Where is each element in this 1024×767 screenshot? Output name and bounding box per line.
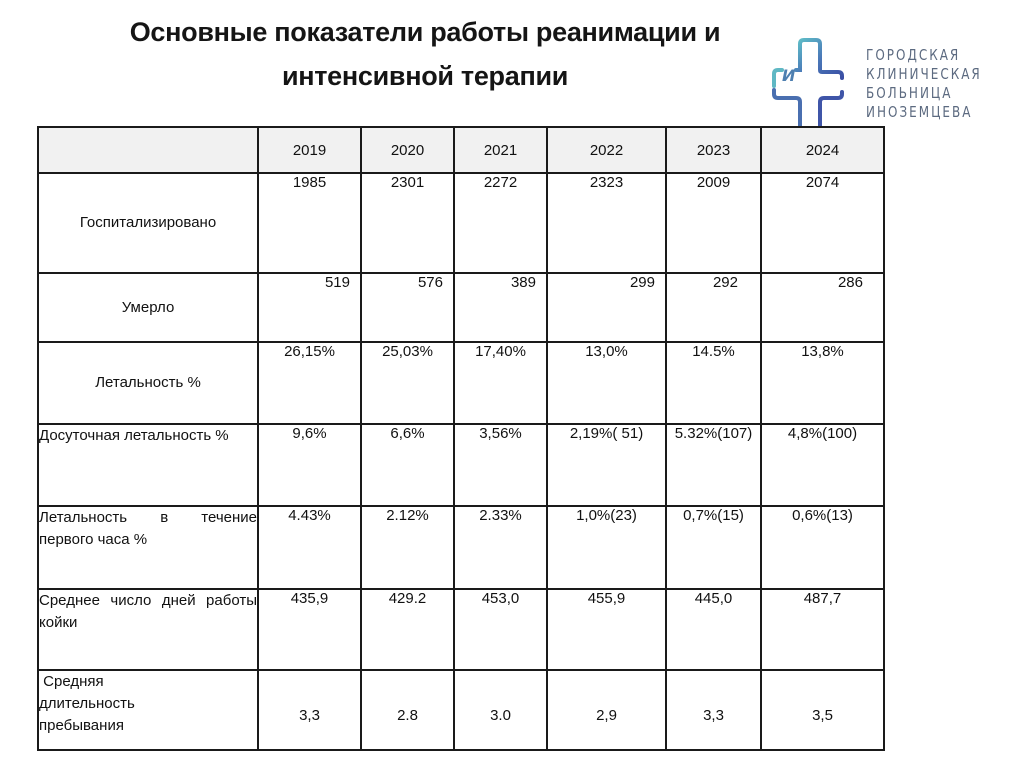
table-cell: 286 (760, 272, 885, 343)
table-cell: 299 (546, 272, 667, 343)
table-cell: 576 (360, 272, 455, 343)
table-cell: 2,9 (546, 669, 667, 751)
table-cell: 25,03% (360, 341, 455, 425)
page-title-line-2: интенсивной терапии (281, 61, 569, 91)
table-cell: 435,9 (257, 588, 362, 671)
table-cell: 2.12% (360, 505, 455, 590)
row-label: Госпитализировано (37, 172, 259, 274)
hospital-name-line: ИНОЗЕМЦЕВА (866, 103, 973, 121)
table-cell: 455,9 (546, 588, 667, 671)
table-cell: 13,8% (760, 341, 885, 425)
table-cell: 389 (453, 272, 548, 343)
hospital-name: ГОРОДСКАЯ КЛИНИЧЕСКАЯ БОЛЬНИЦА ИНОЗЕМЦЕВ… (866, 46, 982, 122)
row-label: Умерло (37, 272, 259, 343)
table-cell: 6,6% (360, 423, 455, 507)
svg-text:И: И (782, 66, 796, 85)
table-cell: 4.43% (257, 505, 362, 590)
table-cell: 0,7%(15) (665, 505, 762, 590)
table-cell: 5.32%(107) (665, 423, 762, 507)
table-row: Среднее число дней работы койки 435,9 42… (37, 588, 885, 671)
table-cell: 2272 (453, 172, 548, 274)
hospital-name-line: ГОРОДСКАЯ (866, 46, 961, 64)
hospital-logo: И ГОРОДСКАЯ КЛИНИЧЕСКАЯ БОЛЬНИЦА ИНОЗЕМЦ… (760, 38, 1000, 133)
medical-cross-logo-icon: И (772, 38, 844, 133)
table-cell: 2.33% (453, 505, 548, 590)
table-cell: 429.2 (360, 588, 455, 671)
table-cell: 17,40% (453, 341, 548, 425)
table-cell: 2301 (360, 172, 455, 274)
table-cell: 26,15% (257, 341, 362, 425)
header-cell-year: 2020 (360, 126, 455, 174)
table-cell: 2074 (760, 172, 885, 274)
row-label: Летальность % (37, 341, 259, 425)
table-cell: 3,3 (665, 669, 762, 751)
header-cell-year: 2021 (453, 126, 548, 174)
table-row: Средняя длительность пребывания 3,3 2.8 … (37, 669, 885, 751)
table-cell: 2323 (546, 172, 667, 274)
row-label: Летальность в течение первого часа % (37, 505, 259, 590)
table-cell: 453,0 (453, 588, 548, 671)
table-cell: 2009 (665, 172, 762, 274)
header-cell-year: 2022 (546, 126, 667, 174)
table-cell: 1985 (257, 172, 362, 274)
table-cell: 0,6%(13) (760, 505, 885, 590)
table-cell: 9,6% (257, 423, 362, 507)
page-title-line-1: Основные показатели работы реанимации и (129, 17, 721, 47)
table-row: Умерло 519 576 389 299 292 286 (37, 272, 885, 343)
page-title: Основные показатели работы реанимации и … (60, 10, 790, 98)
table-cell: 3,5 (760, 669, 885, 751)
table-cell: 13,0% (546, 341, 667, 425)
row-label: Досуточная летальность % (37, 423, 259, 507)
table-cell: 14.5% (665, 341, 762, 425)
table-cell: 519 (257, 272, 362, 343)
table-cell: 3,56% (453, 423, 548, 507)
table-cell: 3.0 (453, 669, 548, 751)
header-cell-year: 2023 (665, 126, 762, 174)
hospital-name-line: БОЛЬНИЦА (866, 84, 953, 102)
row-label: Среднее число дней работы койки (37, 588, 259, 671)
table-row: Досуточная летальность % 9,6% 6,6% 3,56%… (37, 423, 885, 507)
table-row: Летальность в течение первого часа % 4.4… (37, 505, 885, 590)
table-cell: 2,19%( 51) (546, 423, 667, 507)
header-cell-year: 2019 (257, 126, 362, 174)
table-row: Летальность % 26,15% 25,03% 17,40% 13,0%… (37, 341, 885, 425)
header-cell-empty (37, 126, 259, 174)
table-cell: 4,8%(100) (760, 423, 885, 507)
header-cell-year: 2024 (760, 126, 885, 174)
row-label: Средняя длительность пребывания (37, 669, 259, 751)
table-cell: 3,3 (257, 669, 362, 751)
table-cell: 292 (665, 272, 762, 343)
icu-indicators-table: 2019 2020 2021 2022 2023 2024 Госпитализ… (37, 126, 885, 751)
table-cell: 487,7 (760, 588, 885, 671)
table-header-row: 2019 2020 2021 2022 2023 2024 (37, 126, 885, 174)
hospital-name-line: КЛИНИЧЕСКАЯ (866, 65, 982, 83)
table-cell: 2.8 (360, 669, 455, 751)
table-row: Госпитализировано 1985 2301 2272 2323 20… (37, 172, 885, 274)
table-cell: 445,0 (665, 588, 762, 671)
table-cell: 1,0%(23) (546, 505, 667, 590)
